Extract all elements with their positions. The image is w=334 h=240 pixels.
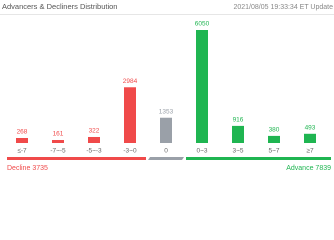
value-label: 322 (89, 128, 100, 135)
x-tick-label: -7~-5 (50, 148, 66, 155)
value-label: 493 (305, 125, 316, 132)
advance-label: Advance 7839 (286, 165, 331, 172)
bar (124, 87, 136, 143)
bar (160, 117, 172, 143)
x-tick-label: -5~-3 (86, 148, 102, 155)
bar (88, 136, 100, 143)
x-tick-label: 0~3 (196, 148, 207, 155)
value-label: 916 (233, 117, 244, 124)
value-label: 268 (17, 129, 28, 136)
x-tick-label: -3~0 (123, 148, 137, 155)
value-label: 161 (53, 131, 64, 138)
decline-label: Decline 3735 (7, 165, 48, 172)
value-label: 1353 (159, 108, 174, 115)
bar (268, 135, 280, 143)
chart-title: Advancers & Decliners Distribution (2, 2, 117, 11)
decline-text: Decline (7, 165, 30, 172)
x-tick-label: ≤-7 (17, 148, 27, 155)
advance-text: Advance (286, 165, 313, 172)
advance-strip (186, 157, 331, 160)
value-label: 2984 (123, 78, 138, 85)
value-label: 6050 (195, 21, 210, 28)
bar (196, 30, 208, 143)
bar (304, 133, 316, 143)
x-tick-label: ≥7 (306, 148, 314, 155)
decline-count: 3735 (32, 165, 48, 172)
advance-count: 7839 (315, 165, 331, 172)
bar (232, 125, 244, 143)
x-tick-label: 0 (164, 148, 168, 155)
x-tick-label: 5~7 (268, 148, 279, 155)
flat-strip (148, 157, 184, 160)
chart: Advancers & Decliners Distribution 2021/… (0, 2, 334, 172)
chart-subtitle: 2021/08/05 19:33:34 ET Update (233, 4, 333, 11)
decline-strip (7, 157, 146, 160)
value-label: 380 (269, 127, 280, 134)
x-tick-label: 3~5 (232, 148, 243, 155)
bar (52, 139, 64, 143)
bar (16, 137, 28, 143)
